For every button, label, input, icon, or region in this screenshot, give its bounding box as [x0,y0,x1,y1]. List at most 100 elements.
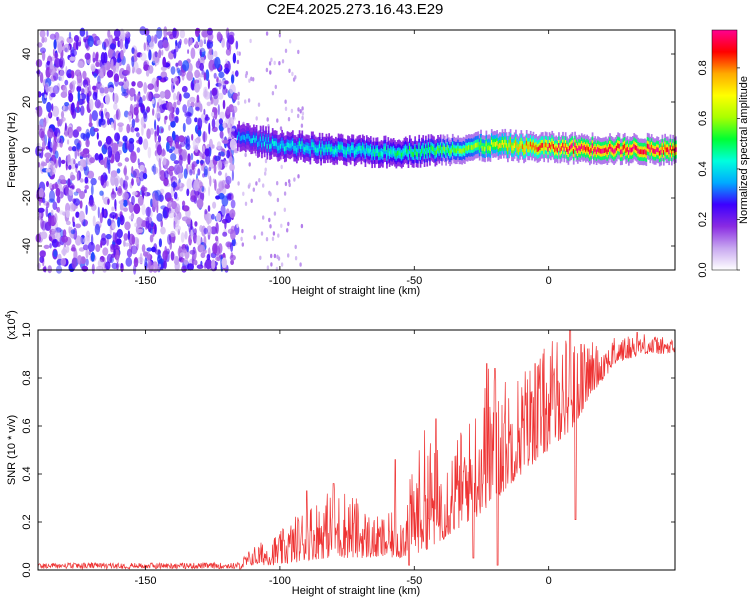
spectrogram-noise-cell [205,213,213,225]
snr-multiplier: (x104) [4,310,18,340]
spectrogram-noise-cell [242,191,245,196]
spectrogram-cells [35,26,677,275]
spectrogram-signal-cell [660,149,662,155]
spectrogram-noise-cell [194,82,201,93]
spectrogram-noise-cell [102,247,109,256]
spectrogram-noise-cell [100,52,106,64]
spectrogram-noise-cell [105,233,112,240]
spectrogram-noise-cell [222,231,228,237]
spectrogram-noise-cell [190,152,194,161]
spectrogram-y-tick-label: 40 [21,48,33,60]
spectrogram-noise-cell [179,38,182,46]
spectrogram-noise-cell [164,115,168,121]
spectrogram-signal-cell [360,148,363,154]
spectrogram-noise-cell [67,178,71,188]
spectrogram-noise-cell [115,186,118,192]
spectrogram-noise-cell [237,95,240,101]
spectrogram-noise-cell [151,246,157,253]
spectrogram-signal-cell [430,145,433,150]
spectrogram-noise-cell [137,94,141,100]
spectrogram-signal-cell [675,147,677,152]
spectrogram-signal-cell [289,143,292,149]
spectrogram-noise-cell [241,242,244,247]
spectrogram-signal-cell [407,152,410,158]
spectrogram-signal-cell [258,141,261,146]
spectrogram-noise-cell [225,48,231,56]
spectrogram-noise-cell [152,108,155,116]
spectrogram-noise-cell [204,148,210,157]
spectrogram-noise-cell [82,70,87,80]
spectrogram-noise-cell [65,245,70,253]
spectrogram-noise-cell [191,163,195,171]
spectrogram-noise-cell [44,152,52,159]
spectrogram-noise-cell [182,200,186,207]
spectrogram-noise-cell [119,177,124,187]
spectrogram-noise-cell [68,92,74,103]
spectrogram-signal-cell [668,149,671,155]
spectrogram-noise-cell [217,104,220,116]
spectrogram-noise-cell [109,43,116,50]
spectrogram-signal-cell [294,146,297,151]
spectrogram-noise-cell [148,49,152,61]
spectrogram-noise-cell [294,244,297,250]
spectrogram-signal-cell [570,144,572,150]
spectrogram-noise-cell [270,57,273,62]
spectrogram-signal-cell [525,140,528,146]
spectrogram-noise-cell [77,71,80,78]
spectrogram-signal-cell [435,149,438,155]
spectrogram-signal-cell [590,148,593,153]
spectrogram-noise-cell [103,38,109,48]
spectrogram-signal-cell [450,148,453,154]
spectrogram-signal-cell [426,151,429,156]
spectrogram-signal-cell [462,147,465,153]
spectrogram-noise-cell [197,168,201,176]
spectrogram-noise-cell [114,199,117,210]
spectrogram-noise-cell [190,228,193,240]
spectrogram-noise-cell [229,138,237,151]
spectrogram-noise-cell [115,61,120,73]
spectrogram-noise-cell [171,181,178,188]
spectrogram-signal-cell [341,145,344,151]
spectrogram-y-tick-label: 0 [21,147,33,153]
spectrogram-noise-cell [70,204,77,210]
spectrogram-noise-cell [153,93,161,99]
spectrogram-signal-cell [609,144,611,149]
spectrogram-noise-cell [218,118,223,125]
spectrogram-noise-cell [173,191,178,200]
spectrogram-noise-cell [170,251,175,261]
spectrogram-noise-cell [297,113,300,119]
spectrogram-noise-cell [136,132,140,138]
spectrogram-noise-cell [284,181,288,187]
spectrogram-noise-cell [71,80,77,86]
spectrogram-noise-cell [123,110,129,118]
spectrogram-noise-cell [205,69,210,82]
snr-frame [37,329,676,571]
spectrogram-signal-cell [387,147,390,153]
spectrogram-noise-cell [187,49,190,54]
spectrogram-signal-cell [558,143,560,148]
spectrogram-noise-cell [268,61,272,66]
spectrogram-noise-cell [291,71,294,77]
spectrogram-noise-cell [93,128,99,132]
spectrogram-noise-cell [85,128,90,141]
spectrogram-noise-cell [174,203,181,215]
spectrogram-signal-cell [540,143,543,148]
spectrogram-noise-cell [118,81,124,86]
spectrogram-noise-cell [211,118,216,129]
spectrogram-signal-cell [653,149,656,154]
spectrogram-signal-cell [560,146,563,151]
spectrogram-noise-cell [244,99,247,104]
spectrogram-noise-cell [173,116,179,123]
spectrogram-noise-cell [203,227,208,235]
spectrogram-signal-cell [286,142,289,148]
spectrogram-noise-cell [119,214,125,226]
snr-x-tick-label: 0 [546,575,552,587]
spectrogram-signal-cell [408,146,411,151]
spectrogram-noise-cell [55,187,61,197]
spectrogram-signal-cell [283,146,286,152]
spectrogram-signal-cell [419,152,422,157]
spectrogram-noise-cell [199,39,204,48]
spectrogram-noise-cell [51,229,58,240]
spectrogram-noise-cell [250,198,253,203]
spectrogram-noise-cell [151,35,154,43]
